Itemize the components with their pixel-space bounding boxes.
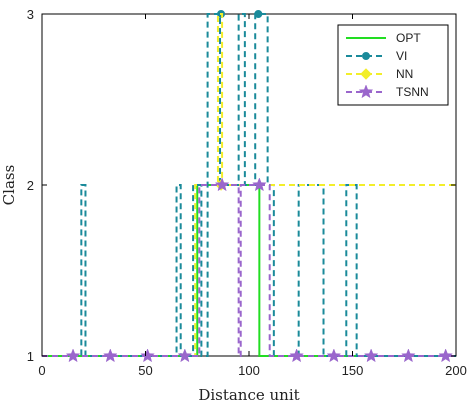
y-tick-label-2: 3 — [27, 7, 34, 22]
series-layer — [42, 10, 456, 363]
legend-marker-tsnn — [358, 84, 374, 99]
series-point-tsnn-6 — [289, 348, 304, 363]
series-point-vi-1 — [254, 10, 263, 18]
x-tick-label-4: 200 — [445, 363, 467, 378]
series-point-tsnn-2 — [140, 348, 155, 363]
series-point-tsnn-9 — [401, 348, 416, 363]
legend-label-opt: OPT — [396, 31, 421, 45]
series-point-tsnn-10 — [438, 348, 453, 363]
legend-item-nn: NN — [346, 67, 413, 81]
series-point-tsnn-3 — [177, 348, 193, 363]
legend-item-vi: VI — [346, 49, 407, 63]
series-point-tsnn-8 — [363, 348, 379, 363]
series-tsnn — [42, 177, 456, 363]
legend-marker-vi — [362, 52, 370, 60]
x-tick-label-3: 150 — [342, 363, 364, 378]
y-axis-label: Class — [0, 165, 18, 206]
series-line-opt — [42, 184, 456, 357]
legend-marker-nn — [360, 68, 372, 80]
y-tick-label-0: 1 — [27, 349, 34, 364]
series-point-tsnn-0 — [65, 348, 81, 363]
legend-label-vi: VI — [396, 49, 407, 63]
legend-item-tsnn: TSNN — [346, 84, 429, 99]
series-opt — [42, 184, 456, 357]
series-point-tsnn-7 — [326, 348, 342, 363]
x-tick-label-1: 50 — [138, 363, 152, 378]
x-axis-label: Distance unit — [198, 386, 299, 404]
plot-area: 0 50 100 150 200 1 2 3 — [27, 7, 467, 378]
x-tick-label-0: 0 — [38, 363, 45, 378]
tick-layer: 0 50 100 150 200 1 2 3 — [27, 7, 467, 378]
x-tick-label-2: 100 — [238, 363, 260, 378]
legend-label-nn: NN — [396, 67, 413, 81]
series-point-tsnn-5 — [252, 177, 267, 192]
legend: OPT VI NN TSNN — [337, 24, 449, 106]
series-point-tsnn-1 — [102, 348, 118, 363]
series-line-nn — [42, 13, 456, 357]
series-line-tsnn — [42, 184, 456, 357]
y-tick-label-1: 2 — [27, 178, 34, 193]
legend-item-opt: OPT — [346, 31, 421, 45]
legend-label-tsnn: TSNN — [396, 85, 429, 99]
series-point-tsnn-4 — [214, 177, 230, 192]
